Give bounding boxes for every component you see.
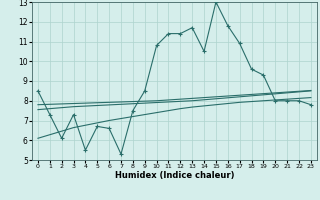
X-axis label: Humidex (Indice chaleur): Humidex (Indice chaleur) xyxy=(115,171,234,180)
